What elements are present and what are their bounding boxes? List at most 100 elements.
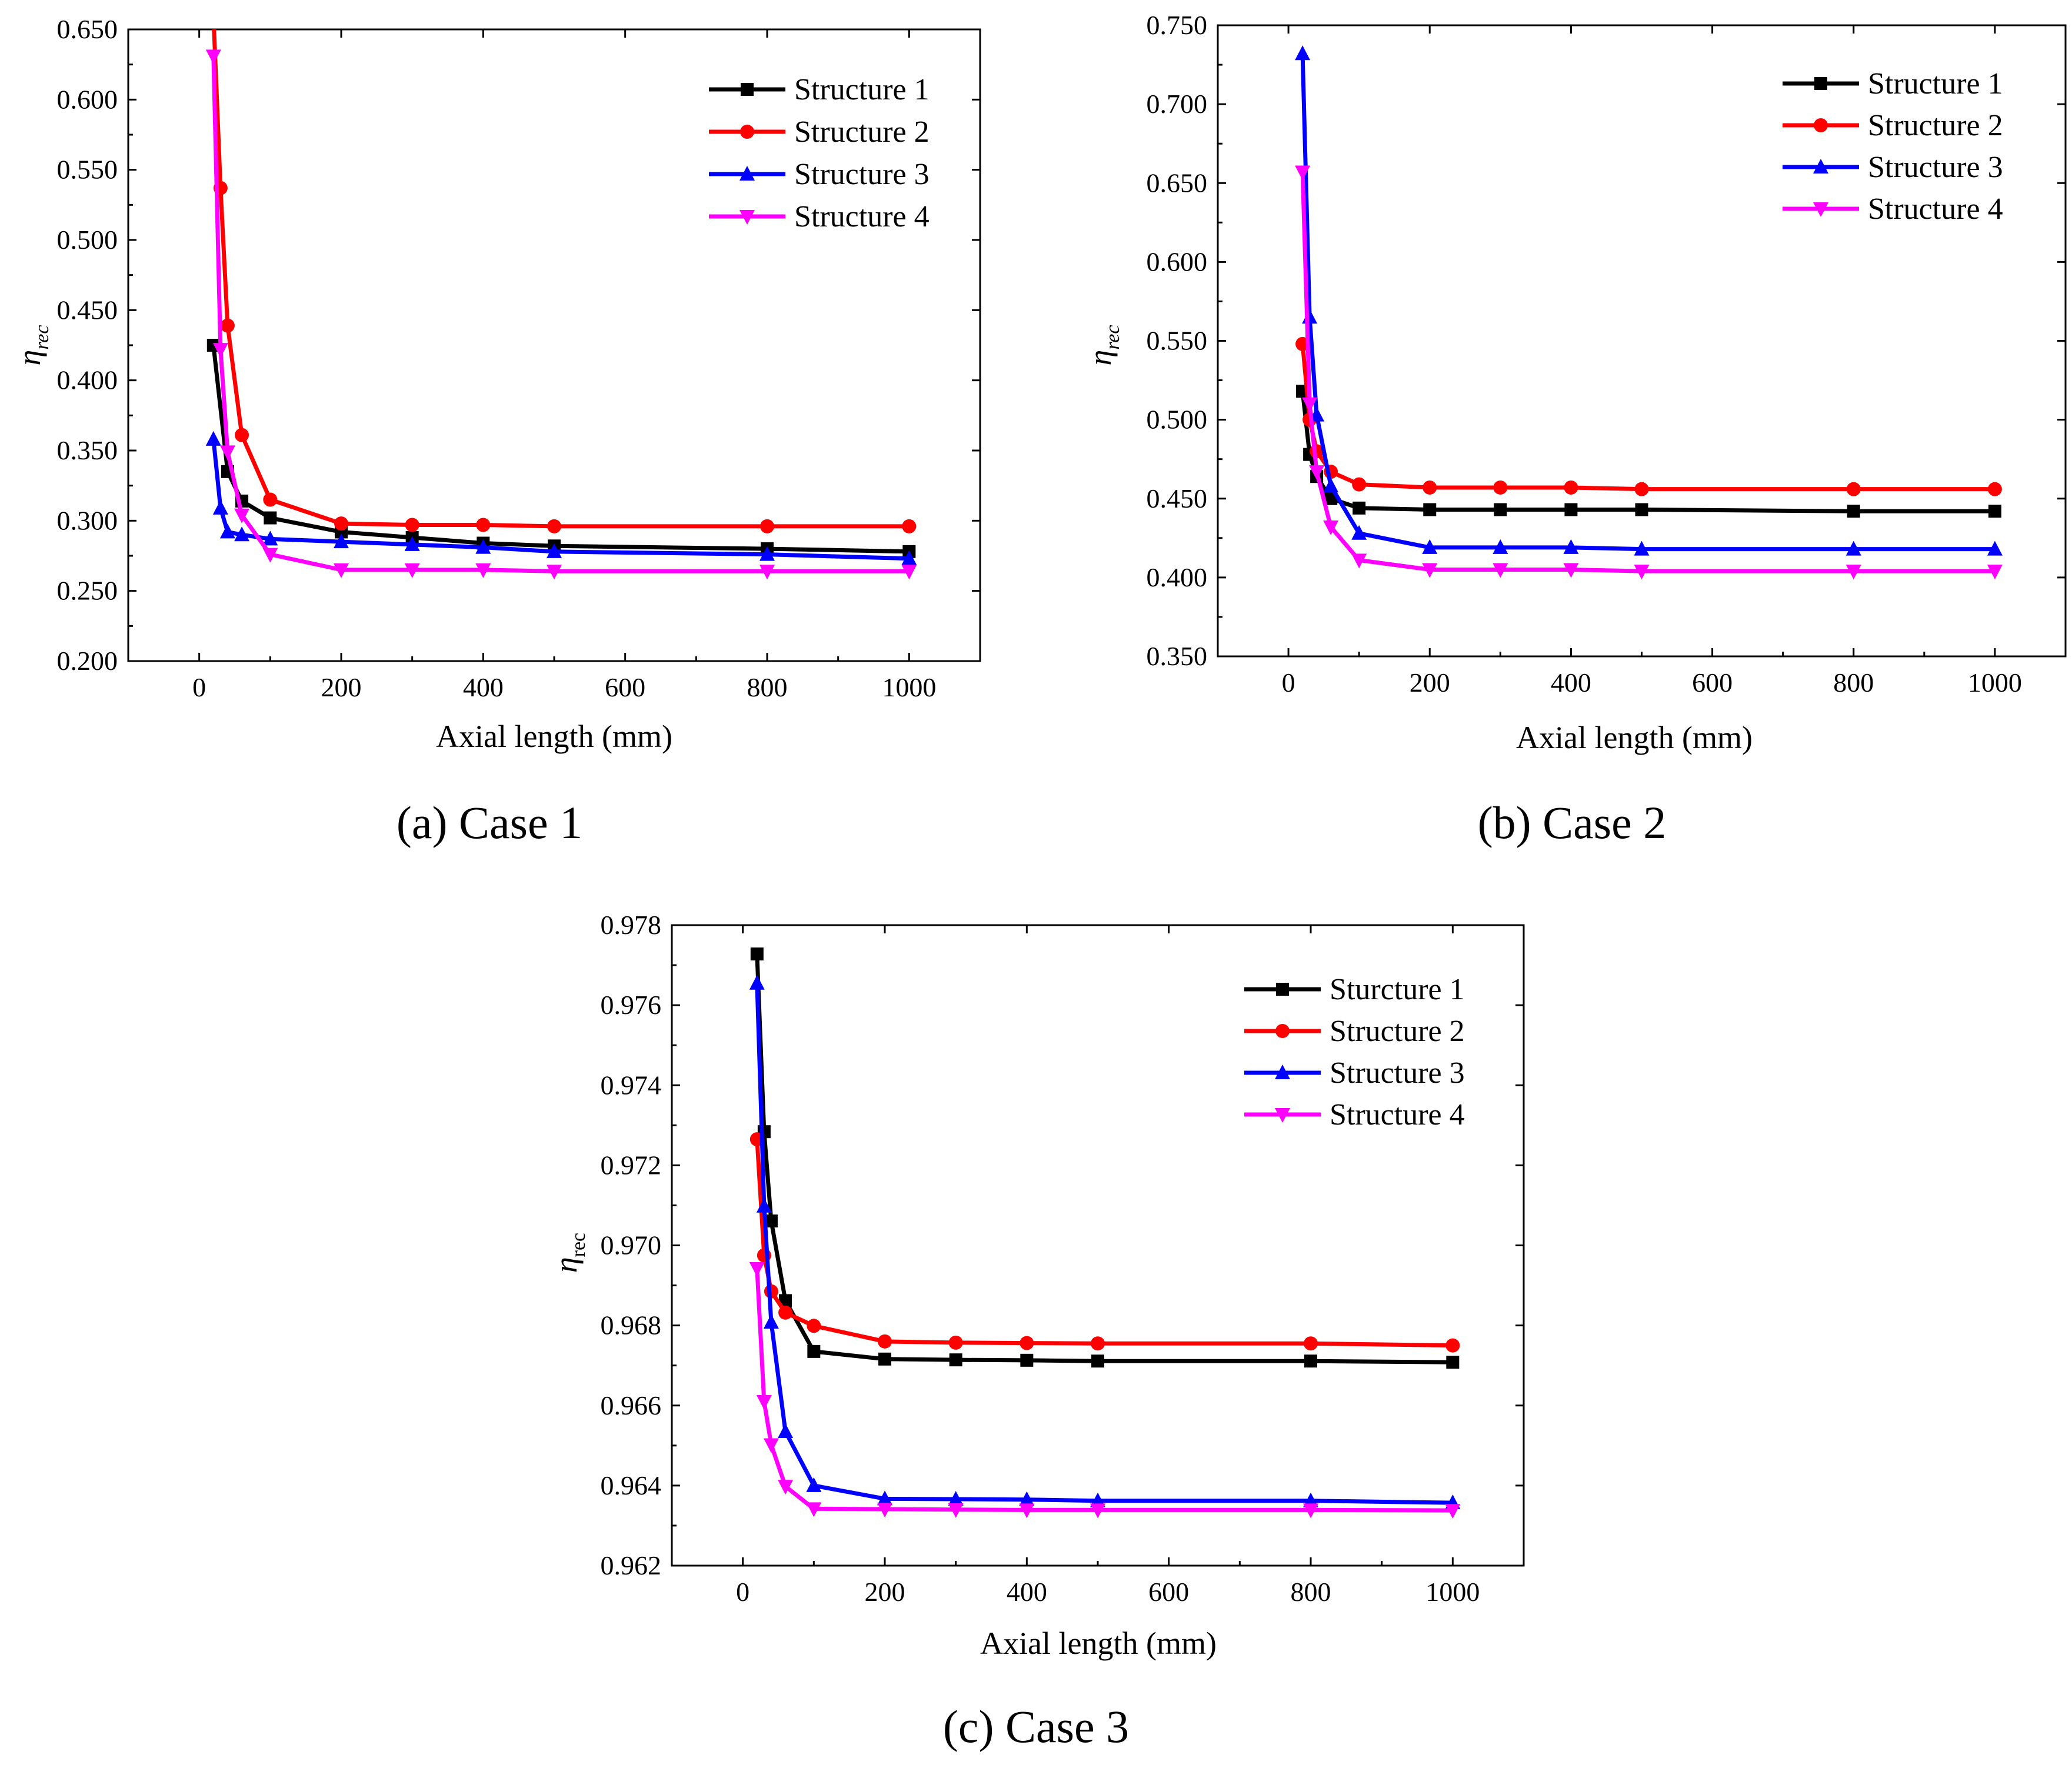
data-point-s4 bbox=[1846, 565, 1861, 580]
data-point-s2 bbox=[1987, 482, 2002, 496]
y-tick-label: 0.650 bbox=[57, 14, 118, 44]
data-point-s4 bbox=[1987, 565, 2003, 580]
x-tick-label: 0 bbox=[736, 1577, 749, 1607]
y-tick-label: 0.200 bbox=[57, 646, 118, 676]
series-4 bbox=[205, 49, 917, 580]
x-tick-label: 800 bbox=[1291, 1577, 1331, 1607]
y-tick-label: 0.978 bbox=[601, 910, 662, 940]
data-point-s4 bbox=[475, 563, 491, 578]
series-2 bbox=[206, 8, 917, 533]
x-axis-label-b: Axial length (mm) bbox=[1516, 720, 1753, 755]
data-point-s2 bbox=[760, 519, 774, 533]
x-tick-label: 0 bbox=[192, 672, 206, 702]
legend-marker bbox=[1814, 118, 1828, 132]
legend-label: Structure 3 bbox=[794, 158, 930, 191]
data-point-s4 bbox=[1493, 563, 1508, 578]
series-a bbox=[205, 8, 917, 580]
data-point-s4 bbox=[334, 563, 349, 578]
x-tick-label: 800 bbox=[747, 672, 788, 702]
data-point-s1 bbox=[1847, 505, 1860, 518]
x-tick-label: 600 bbox=[1148, 1577, 1189, 1607]
legend-marker bbox=[741, 83, 754, 96]
y-axis-subscript-b: rec bbox=[1102, 325, 1124, 350]
series-3 bbox=[749, 975, 1461, 1510]
x-tick-label: 400 bbox=[1007, 1577, 1047, 1607]
x-tick-label: 200 bbox=[865, 1577, 905, 1607]
legend-c: Sturcture 1 Structure 2 Structure 3 Structu… bbox=[1244, 973, 1465, 1132]
series-line-4 bbox=[755, 1266, 1455, 1513]
y-tick-label: 0.968 bbox=[601, 1310, 662, 1340]
data-point-s2 bbox=[1564, 480, 1578, 495]
y-tick-label: 0.450 bbox=[1147, 483, 1208, 513]
data-point-s2 bbox=[778, 1305, 793, 1320]
legend-entry-1: Structure 1 bbox=[1783, 67, 2003, 101]
data-point-s3 bbox=[475, 539, 491, 554]
data-point-s3 bbox=[234, 526, 250, 542]
data-point-s3 bbox=[1323, 478, 1339, 493]
y-tick-label: 0.700 bbox=[1147, 89, 1208, 119]
legend-label: Structure 1 bbox=[1868, 67, 2003, 101]
data-point-s3 bbox=[1563, 539, 1579, 554]
y-axis-label-a: ηrec bbox=[12, 325, 53, 366]
data-point-s3 bbox=[547, 543, 562, 558]
legend-entry-2: Structure 2 bbox=[1783, 109, 2003, 142]
x-ticks-b: 0 200 400 600 800 1000 bbox=[1282, 25, 2022, 698]
y-tick-label: 0.964 bbox=[601, 1470, 662, 1500]
data-point-s2 bbox=[1352, 477, 1367, 492]
x-tick-label: 600 bbox=[1692, 668, 1733, 698]
data-point-s4 bbox=[1422, 563, 1438, 578]
series-2 bbox=[1295, 336, 2002, 496]
y-axis-label-b: ηrec bbox=[1082, 325, 1124, 366]
data-point-s4 bbox=[219, 445, 235, 461]
data-point-s3 bbox=[219, 523, 235, 539]
legend-marker bbox=[739, 210, 755, 225]
data-point-s4 bbox=[806, 1502, 822, 1517]
legend-entry-1: Structure 1 bbox=[709, 73, 930, 106]
data-point-s4 bbox=[901, 565, 917, 580]
legend-entry-3: Structure 3 bbox=[709, 158, 930, 191]
legend-entry-3: Structure 3 bbox=[1244, 1056, 1465, 1090]
series-c bbox=[749, 947, 1461, 1519]
data-point-s3 bbox=[806, 1477, 822, 1492]
data-point-s1 bbox=[1446, 1356, 1460, 1369]
data-point-s3 bbox=[1422, 539, 1438, 554]
data-point-s2 bbox=[1091, 1336, 1105, 1351]
data-point-s1 bbox=[779, 1294, 792, 1307]
y-ticks-a: 0.200 0.250 0.300 0.350 0.400 0.450 0.500 0.550… bbox=[57, 14, 980, 676]
data-point-s2 bbox=[206, 8, 221, 22]
legend-entry-2: Structure 2 bbox=[709, 115, 930, 149]
data-point-s3 bbox=[756, 1197, 772, 1213]
data-point-s2 bbox=[405, 518, 419, 532]
legend-marker bbox=[1813, 202, 1828, 217]
data-point-s4 bbox=[756, 1394, 772, 1410]
legend-b: Structure 1 Structure 2 Structure 3 Structu… bbox=[1783, 67, 2003, 226]
legend-a: Structure 1 Structure 2 Structure 3 Structu… bbox=[709, 73, 930, 233]
data-point-s1 bbox=[1020, 1353, 1034, 1367]
x-tick-label: 0 bbox=[1282, 668, 1295, 698]
y-tick-label: 0.400 bbox=[1147, 562, 1208, 592]
series-3 bbox=[1295, 45, 2003, 556]
y-tick-label: 0.350 bbox=[1147, 641, 1208, 671]
y-tick-label: 0.750 bbox=[1147, 10, 1208, 40]
data-point-s4 bbox=[948, 1503, 964, 1518]
series-b bbox=[1295, 45, 2003, 580]
y-tick-label: 0.962 bbox=[601, 1550, 662, 1580]
data-point-s3 bbox=[212, 499, 228, 515]
x-tick-label: 1000 bbox=[882, 672, 936, 702]
y-tick-label: 0.970 bbox=[601, 1230, 662, 1260]
data-point-s2 bbox=[1846, 482, 1861, 496]
legend-label: Structure 4 bbox=[1868, 192, 2003, 226]
data-point-s4 bbox=[1302, 397, 1318, 412]
data-point-s4 bbox=[1090, 1503, 1105, 1519]
data-point-s2 bbox=[334, 516, 348, 531]
y-axis-symbol-b: η bbox=[1082, 350, 1118, 366]
legend-entry-2: Structure 2 bbox=[1244, 1015, 1465, 1048]
legend-label: Structure 1 bbox=[794, 73, 930, 106]
panel-b: 0.350 0.400 0.450 0.500 0.550 0.600 0.650 0.700… bbox=[1082, 10, 2067, 848]
caption-c: (c) Case 3 bbox=[943, 1701, 1129, 1752]
data-point-s3 bbox=[1295, 45, 1311, 61]
panel-a: 0.200 0.250 0.300 0.350 0.400 0.450 0.500 0.550… bbox=[12, 8, 981, 848]
caption-a: (a) Case 1 bbox=[397, 797, 582, 848]
y-tick-label: 0.976 bbox=[601, 990, 662, 1020]
data-point-s2 bbox=[220, 318, 235, 333]
